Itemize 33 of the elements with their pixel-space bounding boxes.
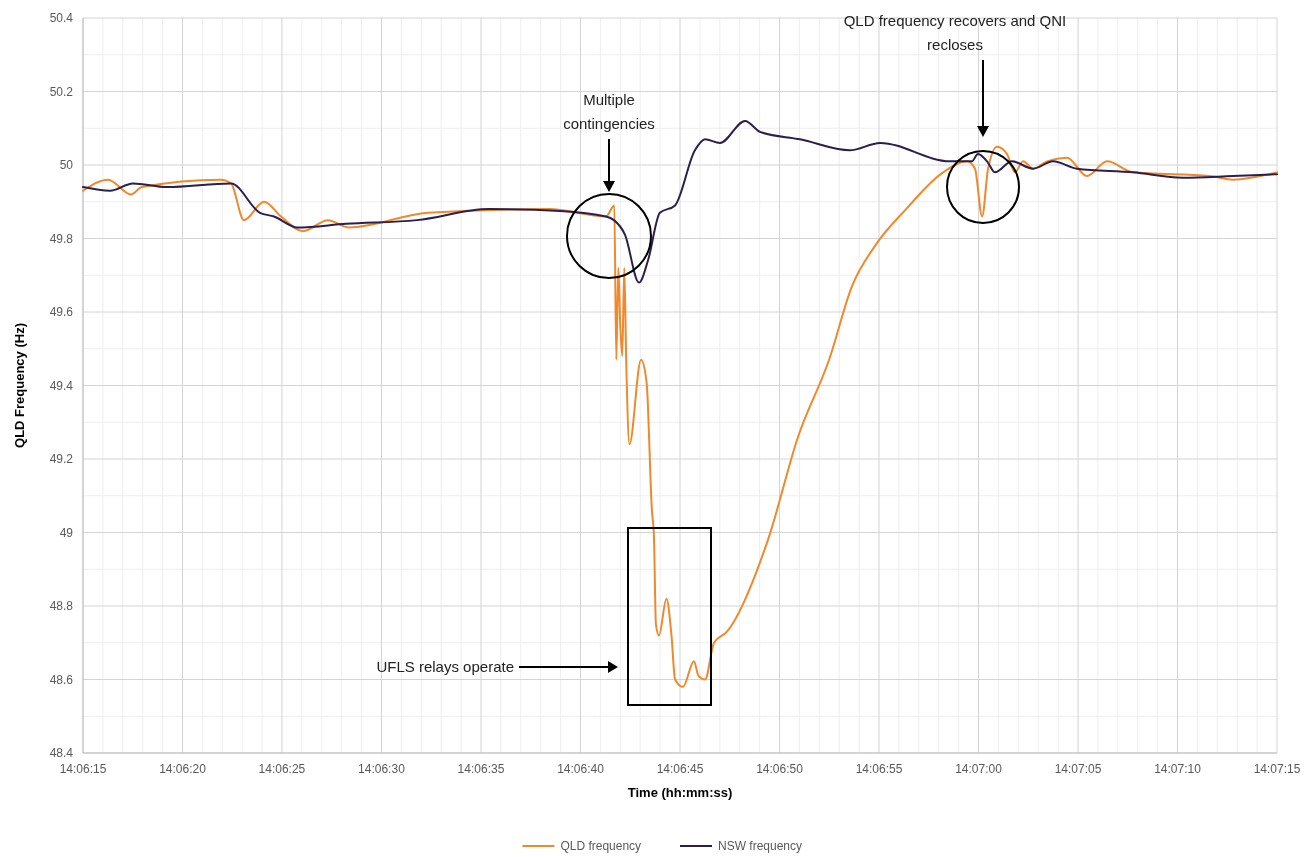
legend-label: NSW frequency (718, 839, 803, 854)
annotation: UFLS relays operate (376, 658, 514, 676)
x-tick-label: 14:07:10 (1154, 762, 1202, 776)
x-tick-label: 14:07:05 (1054, 762, 1102, 776)
x-tick-label: 14:06:20 (159, 762, 207, 776)
x-tick-label: 14:06:15 (59, 762, 107, 776)
x-tick-label: 14:06:30 (358, 762, 406, 776)
x-tick-label: 14:06:45 (656, 762, 704, 776)
x-tick-label: 14:07:15 (1253, 762, 1301, 776)
annotation: QLD frequency recovers and QNI recloses (843, 12, 1067, 53)
y-tick-label: 50.4 (49, 11, 74, 26)
y-tick-label: 49.6 (49, 305, 74, 320)
y-tick-label: 49.4 (49, 378, 74, 393)
y-tick-label: 48.8 (49, 599, 74, 614)
line-series (82, 145, 1278, 688)
y-tick-label: 49.8 (49, 231, 74, 246)
x-tick-label: 14:06:55 (855, 762, 903, 776)
x-axis-title: Time (hh:mm:ss) (627, 785, 733, 800)
y-axis-title: QLD Frequency (Hz) (12, 323, 27, 448)
y-tick-label: 48.6 (49, 672, 74, 687)
x-tick-label: 14:07:00 (955, 762, 1003, 776)
y-tick-label: 49 (59, 525, 74, 540)
line-series (82, 119, 1278, 284)
x-tick-label: 14:06:35 (457, 762, 505, 776)
y-tick-label: 49.2 (49, 452, 74, 467)
y-tick-label: 50 (59, 158, 74, 173)
x-tick-label: 14:06:25 (258, 762, 306, 776)
x-tick-label: 14:06:40 (557, 762, 605, 776)
annotation: Multiple contingencies (563, 91, 655, 132)
legend-label: QLD frequency (560, 839, 642, 854)
x-tick-label: 14:06:50 (756, 762, 804, 776)
y-tick-label: 50.2 (49, 84, 74, 99)
y-tick-label: 48.4 (49, 746, 74, 761)
